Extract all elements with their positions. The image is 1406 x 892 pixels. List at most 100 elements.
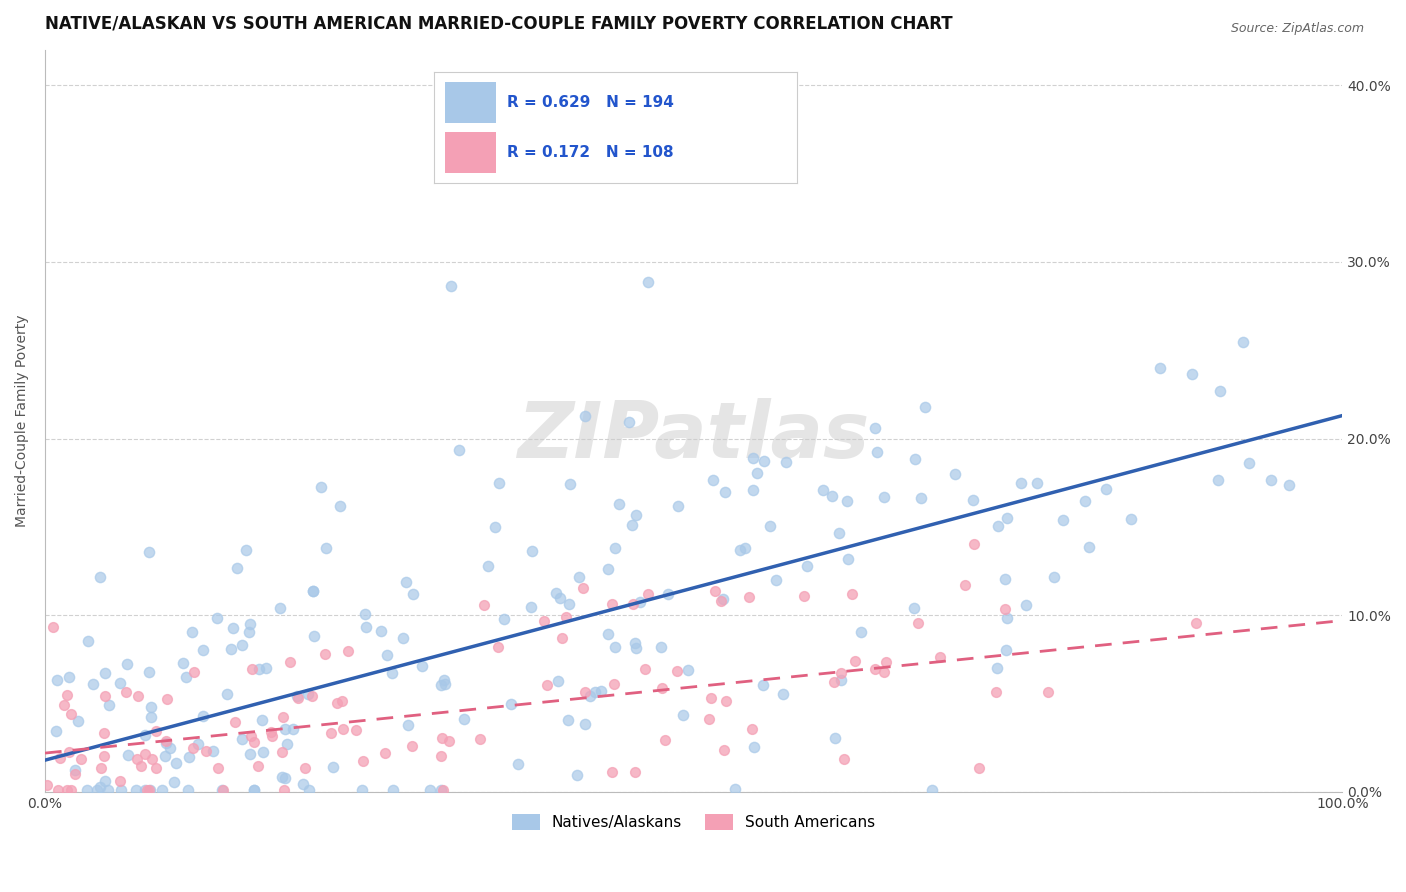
Point	[589, 684, 612, 698]
Point	[676, 663, 699, 677]
Point	[914, 400, 936, 414]
Point	[837, 493, 859, 508]
Point	[65, 767, 87, 781]
Point	[995, 611, 1018, 625]
Point	[650, 640, 672, 655]
Point	[125, 752, 148, 766]
Point	[713, 742, 735, 756]
Point	[301, 689, 323, 703]
Point	[430, 678, 453, 692]
Point	[793, 589, 815, 603]
Point	[239, 729, 262, 743]
Point	[574, 685, 596, 699]
Point	[58, 745, 80, 759]
Point	[141, 710, 163, 724]
Point	[600, 764, 623, 779]
Point	[1043, 570, 1066, 584]
Point	[863, 662, 886, 676]
Point	[558, 598, 581, 612]
Point	[596, 626, 619, 640]
Point	[238, 625, 260, 640]
Point	[1149, 360, 1171, 375]
Point	[207, 761, 229, 775]
Point	[202, 744, 225, 758]
Point	[98, 698, 121, 712]
Point	[240, 662, 263, 676]
Point	[59, 706, 82, 721]
Point	[1232, 334, 1254, 349]
Point	[1121, 512, 1143, 526]
Point	[356, 620, 378, 634]
Point	[962, 492, 984, 507]
Point	[1094, 482, 1116, 496]
Point	[821, 489, 844, 503]
Point	[194, 743, 217, 757]
Point	[89, 780, 111, 794]
Point	[432, 783, 454, 797]
Point	[1181, 367, 1204, 381]
Point	[830, 666, 852, 681]
Point	[430, 748, 453, 763]
Point	[596, 562, 619, 576]
Point	[45, 723, 67, 738]
Point	[624, 636, 647, 650]
Point	[276, 737, 298, 751]
Point	[1278, 478, 1301, 492]
Point	[138, 545, 160, 559]
Point	[138, 783, 160, 797]
Point	[278, 655, 301, 669]
Point	[212, 783, 235, 797]
Point	[713, 485, 735, 500]
Point	[215, 687, 238, 701]
Point	[494, 612, 516, 626]
Point	[713, 592, 735, 607]
Point	[734, 541, 756, 555]
Point	[710, 594, 733, 608]
Point	[499, 698, 522, 712]
Point	[52, 698, 75, 712]
Text: Source: ZipAtlas.com: Source: ZipAtlas.com	[1230, 22, 1364, 36]
Point	[247, 662, 270, 676]
Point	[943, 467, 966, 481]
Point	[624, 764, 647, 779]
Point	[637, 587, 659, 601]
Point	[271, 770, 294, 784]
Point	[76, 783, 98, 797]
Point	[863, 420, 886, 434]
Point	[94, 773, 117, 788]
Point	[624, 640, 647, 655]
Point	[430, 783, 453, 797]
Point	[1077, 540, 1099, 554]
Point	[875, 655, 897, 669]
Point	[163, 775, 186, 789]
Point	[172, 656, 194, 670]
Point	[703, 583, 725, 598]
Point	[301, 583, 323, 598]
Point	[187, 737, 209, 751]
Point	[243, 734, 266, 748]
Point	[742, 739, 765, 754]
Point	[1206, 473, 1229, 487]
Point	[150, 783, 173, 797]
Point	[231, 639, 253, 653]
Text: ZIPatlas: ZIPatlas	[517, 398, 870, 474]
Point	[207, 611, 229, 625]
Point	[93, 749, 115, 764]
Point	[211, 783, 233, 797]
Point	[772, 687, 794, 701]
Point	[401, 739, 423, 753]
Point	[624, 508, 647, 523]
Point	[1036, 684, 1059, 698]
Point	[145, 723, 167, 738]
Point	[837, 551, 859, 566]
Point	[533, 615, 555, 629]
Point	[700, 691, 723, 706]
Point	[728, 542, 751, 557]
Point	[903, 452, 925, 467]
Point	[737, 590, 759, 604]
Point	[134, 728, 156, 742]
Point	[396, 717, 419, 731]
Point	[108, 676, 131, 690]
Point	[174, 670, 197, 684]
Point	[117, 748, 139, 763]
